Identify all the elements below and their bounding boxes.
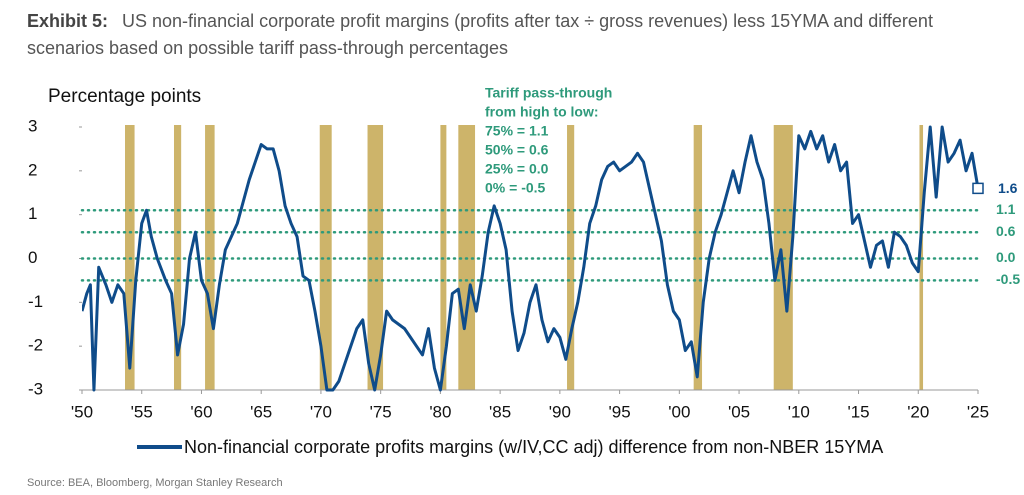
annotation-line: 75% = 1.1 [485, 123, 549, 139]
x-tick-label: '55 [131, 402, 153, 421]
chart-title: Exhibit 5: US non-financial corporate pro… [27, 8, 987, 62]
annotation-line: 50% = 0.6 [485, 142, 549, 158]
y-tick-label: 1 [28, 204, 37, 223]
end-marker [972, 182, 984, 195]
x-tick-label: '50 [71, 402, 93, 421]
legend-label: Non-financial corporate profits margins … [184, 437, 883, 457]
x-tick-label: '10 [788, 402, 810, 421]
y-tick-label: -2 [28, 336, 43, 355]
x-tick-label: '95 [609, 402, 631, 421]
reference-value-label: 0.6 [996, 223, 1016, 239]
recession-bar [567, 125, 575, 390]
x-tick-label: '15 [847, 402, 869, 421]
y-tick-label: -3 [28, 379, 43, 398]
reference-value-label: 0.0 [996, 249, 1016, 265]
reference-value-label: 1.1 [996, 201, 1016, 217]
x-tick-label: '90 [549, 402, 571, 421]
x-tick-label: '05 [728, 402, 750, 421]
exhibit-label: Exhibit 5: [27, 11, 109, 31]
annotation-line: 25% = 0.0 [485, 161, 549, 177]
annotation-title: from high to low: [485, 104, 599, 120]
x-tick-label: '85 [489, 402, 511, 421]
annotation-line: 0% = -0.5 [485, 180, 546, 196]
recession-bar [319, 125, 332, 390]
title-text: US non-financial corporate profit margin… [27, 11, 933, 58]
recession-bar [693, 125, 703, 390]
y-tick-label: 3 [28, 116, 37, 135]
x-tick-label: '65 [250, 402, 272, 421]
source: Source: BEA, Bloomberg, Morgan Stanley R… [27, 477, 283, 489]
end-label: 1.6 [998, 180, 1018, 196]
x-tick-label: '20 [907, 402, 929, 421]
x-tick-label: '60 [190, 402, 212, 421]
x-tick-label: '00 [668, 402, 690, 421]
y-tick-label: -1 [28, 292, 43, 311]
y-axis-label: Percentage points [48, 86, 201, 107]
annotation-title: Tariff pass-through [485, 85, 612, 101]
series-line [82, 125, 979, 392]
y-tick-label: 0 [28, 248, 37, 267]
recession-bar [205, 125, 215, 390]
x-tick-label: '25 [967, 402, 989, 421]
x-tick-label: '70 [310, 402, 332, 421]
x-tick-label: '80 [429, 402, 451, 421]
reference-value-label: -0.5 [996, 271, 1020, 287]
y-tick-label: 2 [28, 160, 37, 179]
x-tick-label: '75 [370, 402, 392, 421]
